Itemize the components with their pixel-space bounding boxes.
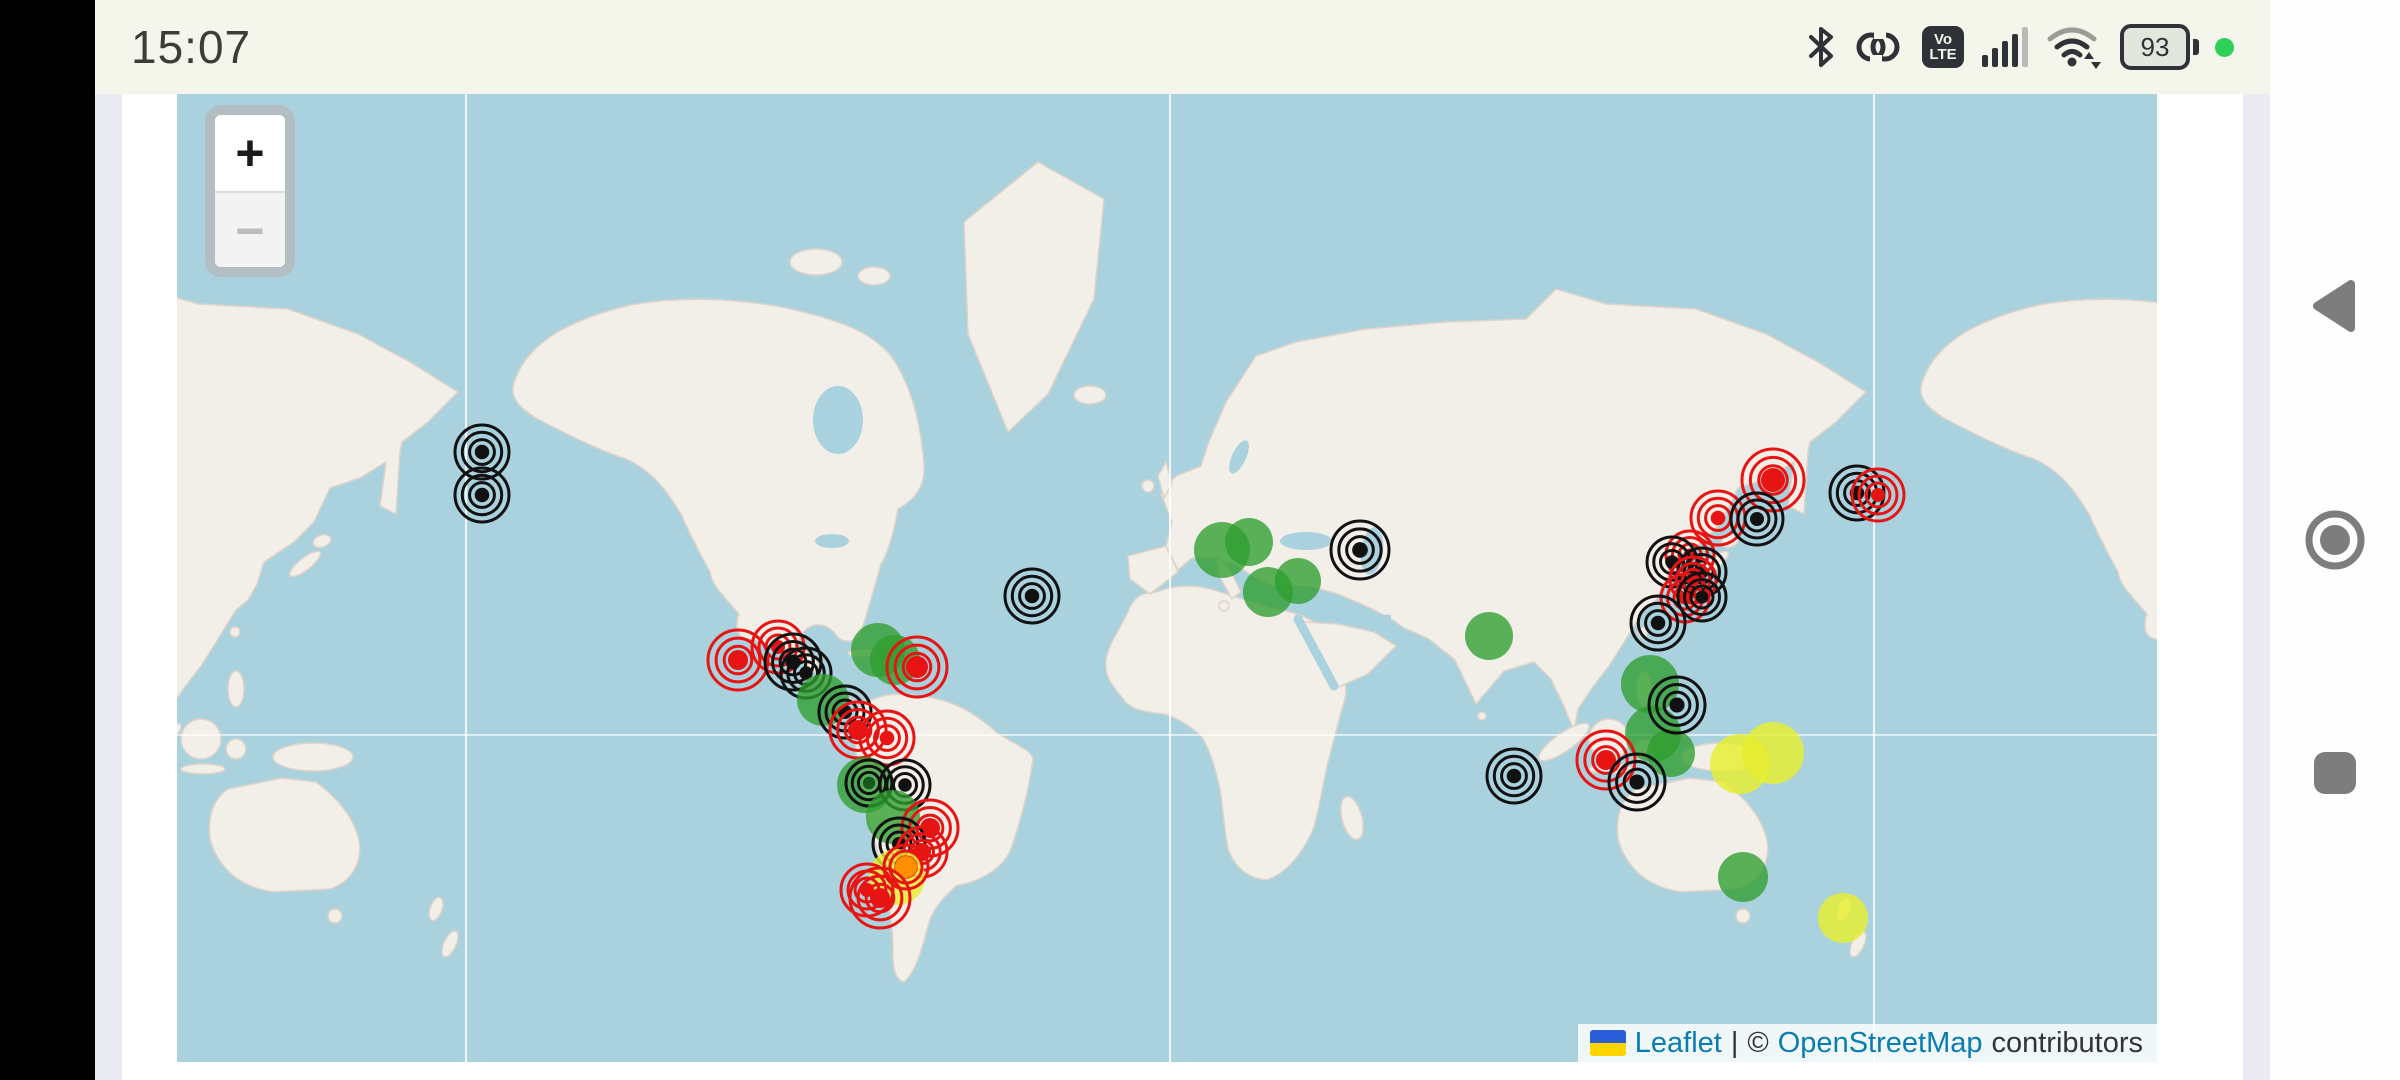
recents-button[interactable] — [2300, 738, 2370, 808]
quake-marker-rings-black[interactable] — [1329, 519, 1391, 581]
quake-marker-rings-red[interactable] — [1575, 729, 1637, 791]
wifi-calling-icon — [2046, 25, 2102, 69]
camera-cutout-strip — [0, 0, 95, 1080]
quake-marker-rings-red[interactable] — [858, 709, 916, 767]
graticule-line — [465, 94, 467, 1062]
quake-marker-rings-black[interactable] — [1607, 752, 1667, 812]
leaflet-link[interactable]: Leaflet — [1634, 1026, 1722, 1059]
status-bar: 15:07 Vo LTE — [95, 0, 2270, 94]
battery-level: 93 — [2140, 31, 2170, 62]
bluetooth-icon — [1808, 26, 1834, 68]
quake-marker-rings-black[interactable] — [1676, 571, 1728, 623]
status-time: 15:07 — [131, 21, 252, 73]
quake-marker-rings-black[interactable] — [1629, 594, 1687, 652]
signal-strength-icon — [1982, 27, 2028, 67]
battery-indicator: 93 — [2120, 24, 2234, 70]
back-button[interactable] — [2300, 271, 2370, 341]
graticule-line — [177, 734, 2157, 736]
quake-marker-rings-red[interactable] — [1850, 467, 1906, 523]
zoom-in-button[interactable]: + — [215, 115, 285, 191]
quake-marker-rings-black[interactable] — [453, 466, 511, 524]
status-icons: Vo LTE 93 — [1808, 24, 2234, 70]
quake-marker-rings-black[interactable] — [453, 423, 511, 481]
attribution-copyright: © — [1747, 1026, 1769, 1059]
quake-marker-rings-black[interactable] — [1647, 675, 1707, 735]
android-nav-bar — [2270, 0, 2400, 1080]
ukraine-flag-icon — [1589, 1030, 1626, 1056]
attribution-separator: | — [1730, 1026, 1739, 1059]
quake-marker-circle-yellow[interactable] — [1742, 722, 1804, 784]
quake-marker-circle-green[interactable] — [1225, 518, 1273, 566]
quake-marker-rings-black[interactable] — [1003, 567, 1061, 625]
quake-marker-rings-red[interactable] — [1740, 447, 1806, 513]
quake-marker-circle-yellow[interactable] — [1818, 893, 1868, 943]
viewport-edge-right[interactable] — [2243, 94, 2270, 1080]
quake-marker-circle-green[interactable] — [1465, 612, 1513, 660]
quake-marker-circle-green[interactable] — [1718, 852, 1768, 902]
quake-marker-rings-red[interactable] — [706, 628, 770, 692]
notification-dot — [2215, 37, 2234, 57]
quake-marker-circle-green[interactable] — [1275, 558, 1321, 604]
home-button[interactable] — [2300, 505, 2370, 575]
viewport-edge-left — [95, 94, 122, 1080]
openstreetmap-link[interactable]: OpenStreetMap — [1777, 1026, 1983, 1059]
zoom-out-button[interactable]: − — [215, 191, 285, 267]
volte-badge: Vo LTE — [1922, 26, 1964, 68]
quake-marker-rings-red[interactable] — [885, 635, 949, 699]
quake-marker-rings-black[interactable] — [1485, 747, 1543, 805]
leaflet-map[interactable]: .land{fill:#f2efe8;stroke:#ded3c8;stroke… — [177, 94, 2157, 1062]
quake-marker-rings-black[interactable] — [878, 758, 932, 812]
attribution-suffix: contributors — [1991, 1026, 2143, 1059]
graticule-line — [1169, 94, 1171, 1062]
quake-marker-rings-red[interactable] — [848, 866, 912, 930]
graticule-line — [1873, 94, 1875, 1062]
map-zoom-control: + − — [205, 105, 295, 277]
quake-marker-circle-green[interactable] — [1647, 729, 1695, 777]
quake-marker-rings-black[interactable] — [1729, 491, 1785, 547]
map-attribution: Leaflet | © OpenStreetMap contributors — [1577, 1024, 2157, 1062]
link-icon — [1852, 27, 1904, 67]
